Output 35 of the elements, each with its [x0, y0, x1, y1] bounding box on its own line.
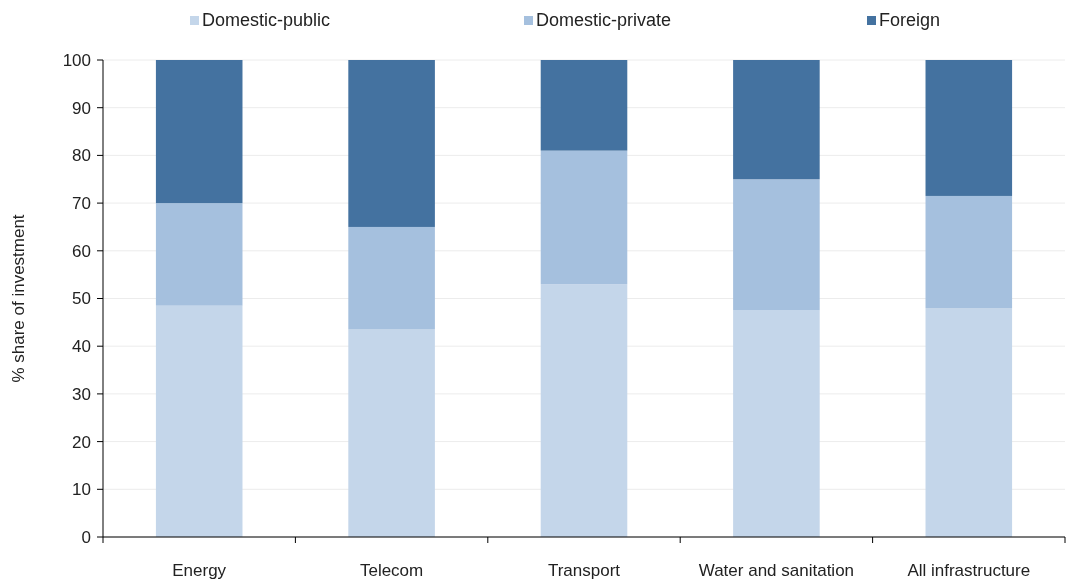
y-tick-label: 90: [72, 98, 91, 118]
y-tick-label: 40: [72, 337, 91, 357]
y-tick-label: 10: [72, 480, 91, 500]
bar: [540, 150, 628, 285]
y-tick-label: 50: [72, 289, 91, 309]
x-tick-label: Energy: [172, 561, 227, 580]
bar: [925, 60, 1013, 196]
x-tick-label: Telecom: [359, 561, 424, 580]
y-tick-label: 0: [81, 527, 91, 547]
bar: [540, 284, 628, 537]
x-tick-label: All infrastructure: [907, 561, 1031, 580]
x-tick-label: Water and sanitation: [698, 561, 855, 580]
bar: [348, 329, 435, 537]
bar: [925, 195, 1013, 309]
bar: [733, 60, 820, 180]
legend-label: Domestic-private: [536, 10, 672, 30]
legend-label: Domestic-public: [202, 10, 331, 30]
y-tick-label: 100: [62, 50, 91, 70]
y-axis-title: % share of investment: [9, 214, 28, 383]
y-tick-label: 70: [72, 194, 91, 214]
bar: [733, 310, 820, 537]
legend-label: Foreign: [879, 10, 941, 30]
y-tick-label: 30: [72, 384, 91, 404]
bar: [925, 308, 1013, 537]
bar: [733, 179, 820, 311]
y-tick-label: 20: [72, 432, 91, 452]
x-tick-label: Transport: [547, 561, 621, 580]
bar: [348, 60, 435, 227]
bar: [540, 60, 628, 151]
bar: [348, 226, 435, 330]
bar: [155, 60, 243, 204]
bar: [155, 203, 243, 306]
y-tick-label: 60: [72, 241, 91, 261]
bar: [155, 305, 243, 537]
y-tick-label: 80: [72, 146, 91, 166]
